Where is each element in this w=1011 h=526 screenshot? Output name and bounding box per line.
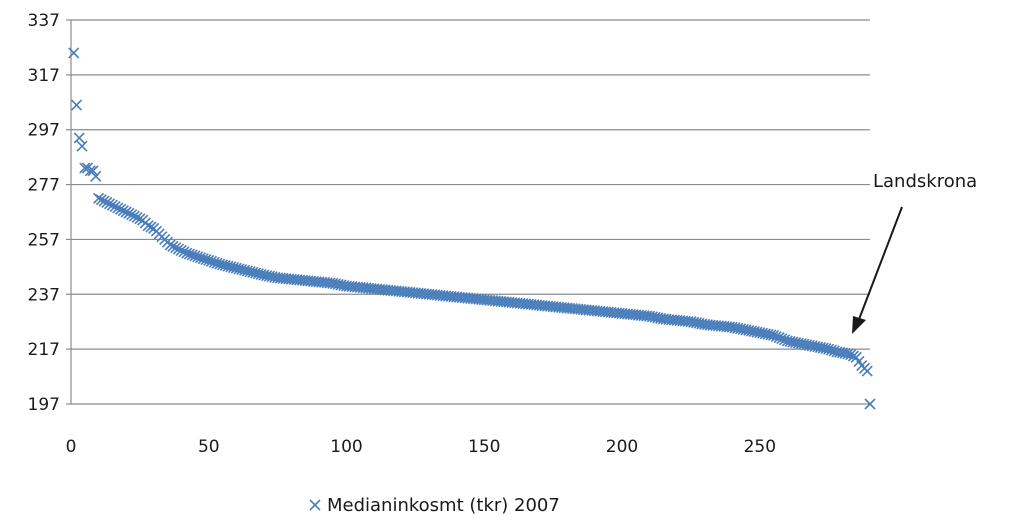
data-point (115, 203, 127, 215)
data-point (112, 202, 124, 214)
axes (66, 19, 72, 405)
data-point (762, 328, 774, 340)
y-tick-label: 237 (28, 285, 60, 305)
data-point (106, 199, 118, 211)
annotation-arrowhead (852, 316, 866, 334)
data-point (208, 256, 220, 268)
data-points (68, 47, 876, 410)
data-point (230, 262, 242, 274)
data-point (175, 244, 187, 256)
data-point (241, 265, 253, 277)
data-point (87, 165, 99, 177)
annotation-arrow-line (857, 206, 903, 323)
data-point (252, 268, 264, 280)
data-point (101, 196, 113, 208)
y-tick-label: 217 (28, 340, 60, 360)
x-tick-label: 100 (330, 437, 362, 457)
data-point (776, 333, 788, 345)
data-point (120, 206, 132, 218)
data-point (117, 205, 129, 217)
y-tick-label: 297 (28, 121, 60, 141)
data-point (219, 259, 231, 272)
x-axis-ticks: 0 50 100 150 200 250 (66, 437, 776, 457)
y-tick-label: 197 (28, 395, 60, 415)
data-point (68, 47, 80, 59)
data-point (183, 248, 196, 260)
data-point (858, 362, 871, 374)
y-tick-label: 257 (28, 230, 60, 250)
data-point (76, 140, 88, 152)
data-point (817, 342, 829, 354)
data-point (134, 213, 146, 225)
x-tick-label: 50 (198, 437, 220, 457)
data-point (864, 398, 876, 410)
data-point (92, 192, 105, 204)
data-point (95, 194, 107, 206)
data-point (853, 355, 865, 368)
y-axis-ticks: 197 217 237 257 277 297 317 337 (28, 11, 60, 415)
y-tick-label: 317 (28, 66, 60, 86)
data-point (79, 162, 91, 174)
data-point (170, 242, 182, 254)
data-point (128, 210, 140, 222)
y-tick-label: 277 (28, 176, 60, 196)
annotation: Landskrona (852, 171, 977, 334)
data-point (167, 240, 179, 252)
x-tick-label: 250 (744, 437, 776, 457)
annotation-label: Landskrona (873, 171, 977, 192)
data-point (90, 170, 102, 182)
x-tick-label: 200 (606, 437, 638, 457)
y-tick-label: 337 (28, 11, 60, 31)
legend: Medianinkosmt (tkr) 2007 (309, 495, 560, 516)
data-point (73, 132, 85, 144)
gridlines (71, 19, 870, 405)
legend-marker-icon (309, 499, 321, 511)
data-point (123, 207, 135, 219)
data-point (161, 236, 173, 248)
data-point (845, 349, 857, 361)
data-point (104, 198, 116, 210)
data-point (192, 251, 204, 263)
data-point (109, 200, 121, 213)
x-tick-label: 150 (468, 437, 500, 457)
data-point (825, 344, 837, 356)
x-tick-label: 0 (66, 437, 77, 457)
data-point (131, 211, 143, 224)
data-point (98, 195, 110, 207)
legend-marker-x (309, 499, 321, 511)
data-point (172, 243, 185, 255)
data-point (70, 99, 83, 111)
data-point (200, 253, 212, 266)
legend-label: Medianinkosmt (tkr) 2007 (327, 495, 560, 516)
data-point (145, 221, 157, 233)
data-point (139, 217, 151, 229)
data-point (126, 209, 138, 221)
